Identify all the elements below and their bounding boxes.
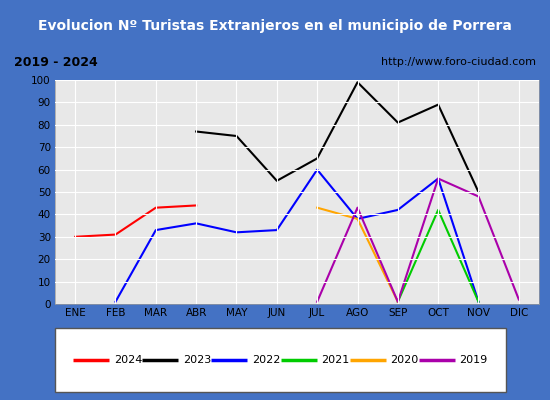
Text: 2022: 2022 — [252, 355, 280, 365]
Text: 2024: 2024 — [114, 355, 142, 365]
Text: 2021: 2021 — [321, 355, 349, 365]
Text: Evolucion Nº Turistas Extranjeros en el municipio de Porrera: Evolucion Nº Turistas Extranjeros en el … — [38, 19, 512, 33]
Text: 2023: 2023 — [183, 355, 211, 365]
Text: http://www.foro-ciudad.com: http://www.foro-ciudad.com — [381, 57, 536, 67]
FancyBboxPatch shape — [55, 328, 506, 392]
Text: 2020: 2020 — [390, 355, 419, 365]
Text: 2019: 2019 — [459, 355, 488, 365]
Text: 2019 - 2024: 2019 - 2024 — [14, 56, 97, 68]
